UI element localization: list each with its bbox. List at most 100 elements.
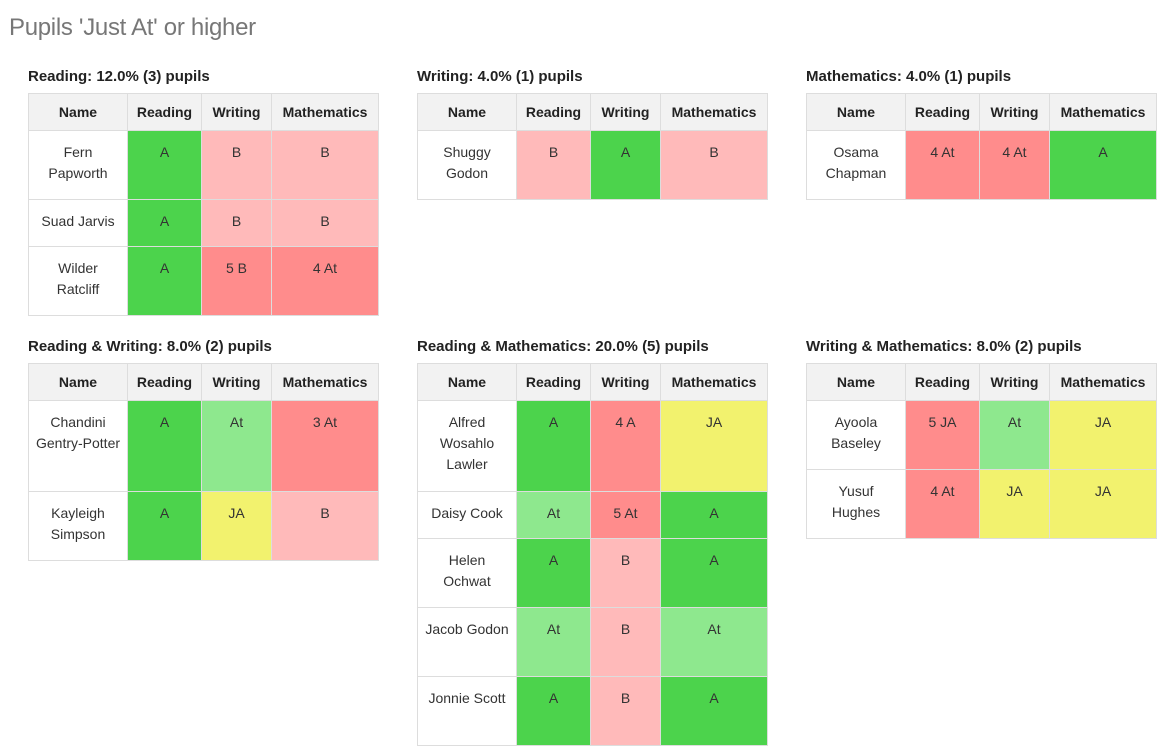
table-row[interactable]: Osama Chapman 4 At 4 At A (806, 130, 1157, 200)
group-title: Mathematics: 4.0% (1) pupils (806, 68, 1012, 85)
group-title: Reading & Writing: 8.0% (2) pupils (28, 338, 272, 355)
column-header-mathematics[interactable]: Mathematics (660, 363, 768, 401)
table-row[interactable]: Ayoola Baseley 5 JA At JA (806, 400, 1157, 470)
table-row[interactable]: Alfred Wosahlo Lawler A 4 A JA (417, 400, 768, 492)
pupil-name: Fern Papworth (48, 144, 108, 181)
column-header-name[interactable]: Name (417, 93, 517, 131)
header-row: Name Reading Writing Mathematics (806, 93, 1157, 131)
pupil-name-cell[interactable]: Shuggy Godon (417, 130, 517, 200)
column-header-mathematics[interactable]: Mathematics (271, 93, 379, 131)
reading-grade-cell: A (127, 491, 202, 561)
writing-grade: B (620, 552, 631, 568)
table-row[interactable]: Shuggy Godon B A B (417, 130, 768, 200)
writing-grade: 4 A (615, 414, 636, 430)
mathematics-grade-cell: A (1049, 130, 1157, 200)
pupil-name-cell[interactable]: Yusuf Hughes (806, 469, 906, 539)
pupils-table: Name Reading Writing Mathematics Shuggy Godo… (417, 93, 768, 200)
reading-grade: A (159, 260, 170, 276)
reading-grade: A (159, 213, 170, 229)
header-row: Name Reading Writing Mathematics (806, 363, 1157, 401)
header-row: Name Reading Writing Mathematics (417, 93, 768, 131)
header-row: Name Reading Writing Mathematics (28, 363, 379, 401)
pupil-name-cell[interactable]: Daisy Cook (417, 491, 517, 539)
pupil-name-cell[interactable]: Suad Jarvis (28, 199, 128, 247)
column-header-mathematics[interactable]: Mathematics (271, 363, 379, 401)
column-header-name[interactable]: Name (806, 93, 906, 131)
column-header-mathematics[interactable]: Mathematics (660, 93, 768, 131)
column-header-writing[interactable]: Writing (201, 363, 272, 401)
column-header-name[interactable]: Name (28, 363, 128, 401)
table-row[interactable]: Suad Jarvis A B B (28, 199, 379, 247)
reading-grade-cell: A (127, 400, 202, 492)
pupil-name-cell[interactable]: Jacob Godon (417, 607, 517, 677)
writing-grade: At (1007, 414, 1022, 430)
group-writing: Writing: 4.0% (1) pupils Name Reading Writi… (417, 66, 768, 200)
column-header-name[interactable]: Name (28, 93, 128, 131)
pupil-name-cell[interactable]: Helen Ochwat (417, 538, 517, 608)
column-header-name[interactable]: Name (806, 363, 906, 401)
pupil-name-cell[interactable]: Alfred Wosahlo Lawler (417, 400, 517, 492)
pupil-name: Ayoola Baseley (831, 414, 881, 451)
table-row[interactable]: Daisy Cook At 5 At A (417, 491, 768, 539)
group-reading-writing: Reading & Writing: 8.0% (2) pupils Name Re… (28, 336, 379, 561)
writing-grade-cell: JA (979, 469, 1050, 539)
mathematics-grade-cell: JA (660, 400, 768, 492)
table-row[interactable]: Wilder Ratcliff A 5 B 4 At (28, 246, 379, 316)
writing-grade-cell: B (590, 676, 661, 746)
group-reading-mathematics: Reading & Mathematics: 20.0% (5) pupils N… (417, 336, 768, 746)
writing-grade: 4 At (1002, 144, 1027, 160)
pupil-name-cell[interactable]: Wilder Ratcliff (28, 246, 128, 316)
column-header-reading[interactable]: Reading (905, 93, 980, 131)
table-row[interactable]: Helen Ochwat A B A (417, 538, 768, 608)
column-header-reading[interactable]: Reading (516, 363, 591, 401)
pupil-name-cell[interactable]: Ayoola Baseley (806, 400, 906, 470)
column-header-writing[interactable]: Writing (979, 93, 1050, 131)
reading-grade: At (546, 621, 561, 637)
reading-grade: B (548, 144, 559, 160)
pupil-name: Shuggy Godon (443, 144, 491, 181)
table-row[interactable]: Kayleigh Simpson A JA B (28, 491, 379, 561)
writing-grade: 5 At (613, 505, 638, 521)
writing-grade: A (620, 144, 631, 160)
writing-grade-cell: B (201, 199, 272, 247)
writing-grade: B (231, 213, 242, 229)
mathematics-grade: JA (1094, 414, 1112, 430)
pupil-name-cell[interactable]: Fern Papworth (28, 130, 128, 200)
writing-grade-cell: At (979, 400, 1050, 470)
reading-grade-cell: A (127, 130, 202, 200)
table-row[interactable]: Chandini Gentry-Potter A At 3 At (28, 400, 379, 492)
reading-grade-cell: A (516, 676, 591, 746)
column-header-mathematics[interactable]: Mathematics (1049, 93, 1157, 131)
mathematics-grade: B (320, 144, 330, 160)
reading-grade-cell: 5 JA (905, 400, 980, 470)
pupil-name-cell[interactable]: Chandini Gentry-Potter (28, 400, 128, 492)
column-header-writing[interactable]: Writing (590, 93, 661, 131)
pupil-name-cell[interactable]: Jonnie Scott (417, 676, 517, 746)
column-header-reading[interactable]: Reading (905, 363, 980, 401)
table-row[interactable]: Jacob Godon At B At (417, 607, 768, 677)
writing-grade-cell: B (201, 130, 272, 200)
table-row[interactable]: Jonnie Scott A B A (417, 676, 768, 746)
column-header-reading[interactable]: Reading (516, 93, 591, 131)
writing-grade: 5 B (225, 260, 247, 276)
reading-grade-cell: A (516, 400, 591, 492)
column-header-name[interactable]: Name (417, 363, 517, 401)
reading-grade-cell: A (516, 538, 591, 608)
table-row[interactable]: Fern Papworth A B B (28, 130, 379, 200)
column-header-reading[interactable]: Reading (127, 363, 202, 401)
pupil-name: Suad Jarvis (41, 213, 115, 229)
mathematics-grade: B (709, 144, 719, 160)
pupil-name-cell[interactable]: Osama Chapman (806, 130, 906, 200)
column-header-writing[interactable]: Writing (979, 363, 1050, 401)
column-header-reading[interactable]: Reading (127, 93, 202, 131)
pupil-name-cell[interactable]: Kayleigh Simpson (28, 491, 128, 561)
column-header-writing[interactable]: Writing (590, 363, 661, 401)
table-row[interactable]: Yusuf Hughes 4 At JA JA (806, 469, 1157, 539)
reading-grade: A (159, 144, 170, 160)
column-header-mathematics[interactable]: Mathematics (1049, 363, 1157, 401)
mathematics-grade-cell: At (660, 607, 768, 677)
mathematics-grade-cell: A (660, 491, 768, 539)
column-header-writing[interactable]: Writing (201, 93, 272, 131)
mathematics-grade-cell: B (271, 199, 379, 247)
reading-grade-cell: 4 At (905, 469, 980, 539)
